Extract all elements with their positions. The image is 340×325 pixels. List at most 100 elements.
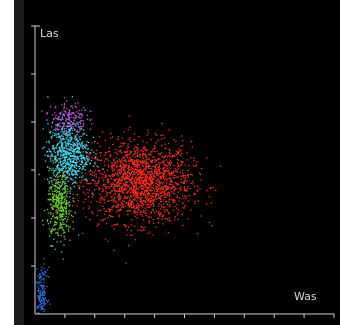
data-point [71, 158, 73, 160]
data-point [139, 156, 142, 159]
data-point [81, 116, 83, 118]
data-point [59, 222, 62, 224]
data-point [132, 206, 134, 208]
data-point [136, 154, 139, 156]
data-point [125, 178, 127, 180]
data-point [65, 204, 67, 206]
data-point [124, 167, 126, 169]
data-point [80, 163, 82, 165]
data-point [139, 198, 141, 200]
data-point [126, 156, 129, 159]
data-point [150, 184, 152, 187]
data-point [41, 307, 43, 309]
data-point [51, 207, 54, 209]
data-point [66, 136, 68, 138]
data-point [130, 172, 132, 174]
data-point [77, 151, 79, 153]
data-point [176, 158, 179, 160]
data-point [86, 152, 88, 154]
data-point [142, 154, 144, 157]
data-point [48, 228, 51, 230]
data-point [43, 304, 45, 306]
data-point [153, 192, 155, 194]
data-point [78, 110, 80, 112]
data-point [134, 192, 136, 194]
data-point [141, 163, 143, 165]
data-point [67, 145, 69, 147]
data-point [50, 187, 52, 189]
data-point [107, 181, 109, 183]
data-point [127, 149, 129, 151]
data-point [65, 177, 68, 179]
data-point [128, 209, 130, 211]
data-point [57, 171, 59, 173]
data-point [210, 202, 212, 204]
data-point [157, 139, 159, 142]
data-point [70, 127, 72, 129]
data-point [140, 171, 142, 173]
data-point [129, 160, 132, 162]
data-point [151, 176, 153, 179]
data-point [160, 182, 162, 184]
data-point [65, 146, 67, 148]
data-point [186, 174, 189, 177]
data-point [73, 142, 76, 144]
data-point [72, 127, 74, 129]
data-point [137, 196, 139, 198]
data-point [49, 130, 52, 133]
data-point [136, 191, 139, 193]
data-point [81, 168, 83, 170]
data-point [68, 113, 70, 115]
data-point [71, 171, 73, 173]
data-point [158, 203, 160, 205]
data-point [171, 174, 173, 176]
data-point [119, 180, 122, 182]
data-point [144, 207, 146, 209]
data-point [39, 276, 41, 279]
data-point [107, 180, 109, 182]
data-point [167, 186, 169, 188]
data-point [52, 205, 55, 207]
data-point [64, 192, 66, 194]
data-point [133, 185, 136, 187]
data-point [54, 185, 56, 187]
data-point [87, 195, 90, 198]
data-point [104, 164, 106, 166]
data-point [116, 160, 119, 162]
data-point [117, 181, 119, 183]
data-point [63, 162, 65, 164]
data-point [82, 168, 84, 170]
data-point [44, 160, 47, 162]
data-point [164, 170, 166, 172]
data-point [111, 190, 113, 192]
data-point [154, 158, 156, 161]
data-point [92, 194, 95, 196]
data-point [168, 142, 170, 145]
data-point [103, 178, 105, 180]
data-point [53, 238, 55, 240]
data-point [158, 193, 160, 195]
data-point [56, 173, 58, 175]
data-point [173, 177, 176, 179]
data-point [136, 200, 138, 202]
data-point [50, 151, 52, 153]
data-point [116, 166, 118, 169]
data-point [135, 185, 137, 188]
data-point [155, 164, 157, 166]
data-point [83, 157, 86, 159]
data-point [194, 185, 196, 188]
data-point [107, 166, 110, 168]
data-point [159, 187, 161, 189]
data-point [76, 138, 78, 140]
data-point [98, 224, 100, 226]
data-point [59, 186, 61, 188]
data-point [163, 160, 165, 162]
data-point [72, 197, 74, 199]
data-point [71, 129, 74, 131]
data-point [182, 176, 185, 178]
data-point [163, 194, 165, 196]
data-point [79, 128, 81, 130]
data-point [141, 150, 143, 152]
data-point [136, 166, 139, 168]
data-point [42, 278, 44, 280]
